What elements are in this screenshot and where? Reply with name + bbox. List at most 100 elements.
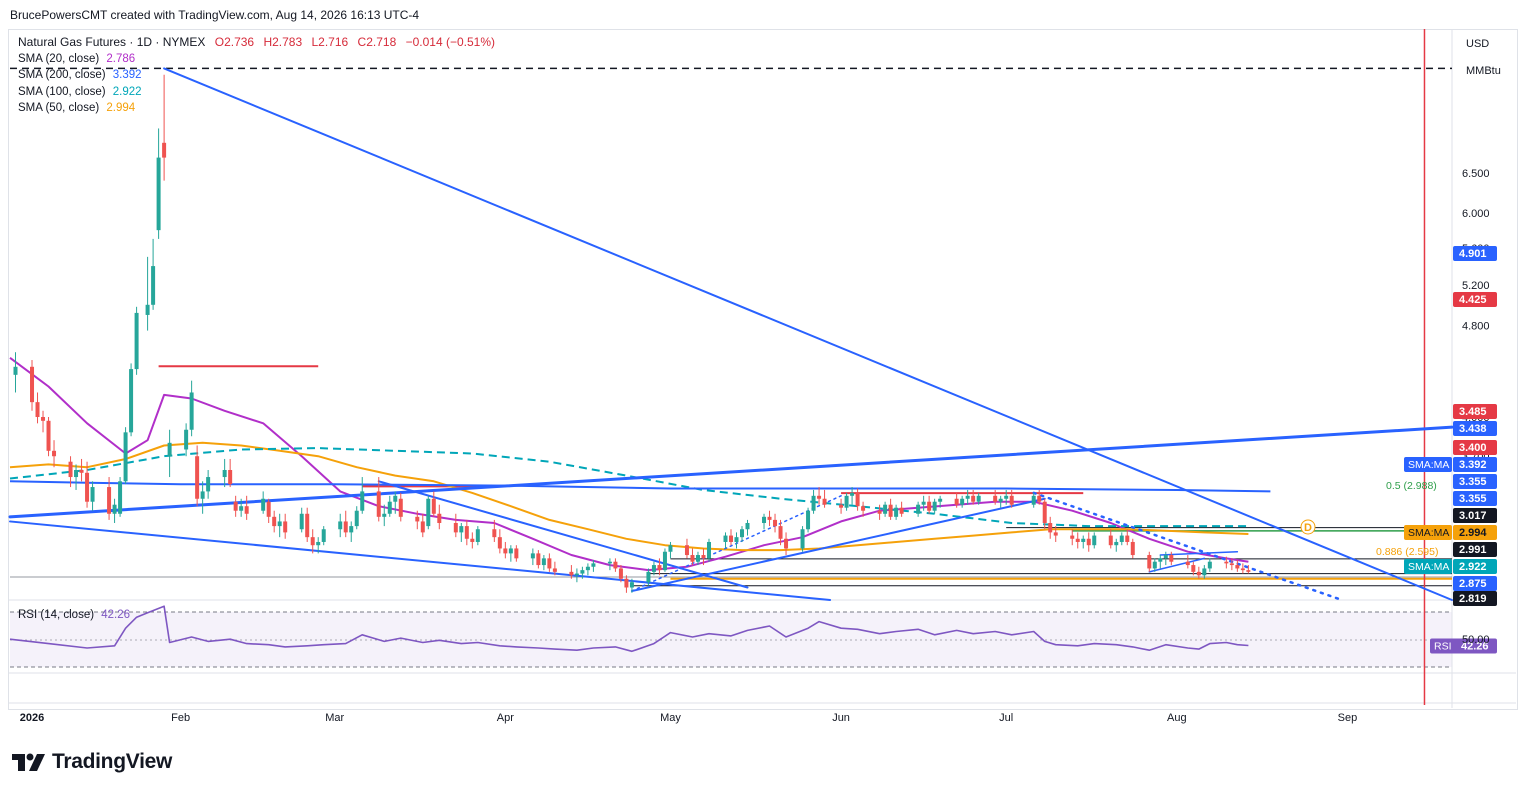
candle[interactable] [624, 575, 629, 593]
candle[interactable] [883, 501, 888, 517]
candle[interactable] [927, 495, 932, 514]
candle[interactable] [1246, 565, 1251, 574]
candle[interactable] [695, 551, 700, 566]
candle[interactable] [1031, 492, 1036, 508]
candle[interactable] [1130, 538, 1135, 559]
candle[interactable] [1114, 538, 1119, 552]
candle[interactable] [1070, 529, 1075, 546]
candle[interactable] [1229, 558, 1234, 571]
candle[interactable] [971, 489, 976, 505]
candle[interactable] [233, 495, 238, 517]
candle[interactable] [800, 526, 805, 552]
candle[interactable] [1119, 532, 1124, 546]
candle[interactable] [151, 238, 156, 310]
candle[interactable] [266, 498, 271, 523]
candle[interactable] [277, 513, 282, 538]
candle[interactable] [1075, 532, 1080, 549]
candle[interactable] [1053, 526, 1058, 542]
candle[interactable] [1009, 489, 1014, 508]
candle[interactable] [321, 526, 326, 546]
candle[interactable] [107, 477, 112, 520]
candle[interactable] [778, 519, 783, 546]
candle[interactable] [916, 501, 921, 517]
candle[interactable] [954, 492, 959, 508]
candle[interactable] [960, 495, 965, 508]
candle[interactable] [90, 481, 95, 511]
indicator-legend-sma200[interactable]: SMA (200, close) 3.392 [18, 69, 142, 81]
candle[interactable] [1086, 532, 1091, 552]
candle[interactable] [784, 532, 789, 556]
candle[interactable] [497, 529, 502, 554]
candle[interactable] [387, 495, 392, 517]
candle[interactable] [684, 538, 689, 559]
candle[interactable] [976, 492, 981, 505]
candle[interactable] [382, 504, 387, 527]
candle[interactable] [1092, 532, 1097, 549]
candle[interactable] [239, 498, 244, 517]
candle[interactable] [338, 513, 343, 538]
candle[interactable] [261, 491, 266, 514]
candle[interactable] [1004, 489, 1009, 505]
candle[interactable] [470, 532, 475, 549]
candle[interactable] [861, 501, 866, 517]
candle[interactable] [877, 504, 882, 520]
candle[interactable] [85, 461, 90, 508]
candle[interactable] [580, 566, 585, 579]
candle[interactable] [79, 458, 84, 482]
candle[interactable] [475, 526, 480, 546]
candle[interactable] [701, 548, 706, 566]
candle[interactable] [706, 538, 711, 562]
candle[interactable] [668, 541, 673, 559]
candle[interactable] [613, 558, 618, 572]
candle[interactable] [839, 498, 844, 514]
candle[interactable] [145, 256, 150, 331]
candle[interactable] [1202, 565, 1207, 579]
candle[interactable] [283, 513, 288, 539]
candle[interactable] [464, 519, 469, 546]
candle[interactable] [1042, 498, 1047, 530]
candle[interactable] [723, 532, 728, 549]
candle[interactable] [459, 522, 464, 542]
candle[interactable] [591, 560, 596, 572]
candle[interactable] [888, 498, 893, 520]
candle[interactable] [1108, 529, 1113, 549]
candle[interactable] [453, 513, 458, 538]
candle[interactable] [690, 548, 695, 566]
candle[interactable] [811, 489, 816, 514]
candle[interactable] [156, 128, 161, 239]
candle[interactable] [1224, 556, 1229, 569]
candle[interactable] [1037, 489, 1042, 505]
unit-label[interactable]: MMBtu [1466, 65, 1501, 77]
candle[interactable] [349, 521, 354, 542]
candle[interactable] [299, 507, 304, 533]
candle[interactable] [965, 489, 970, 505]
candle[interactable] [437, 504, 442, 530]
candle[interactable] [420, 513, 425, 538]
candle[interactable] [552, 561, 557, 576]
candle[interactable] [123, 427, 128, 485]
candle[interactable] [112, 498, 117, 523]
candle[interactable] [426, 495, 431, 530]
candle[interactable] [569, 565, 574, 579]
candle[interactable] [729, 529, 733, 546]
candle[interactable] [1125, 529, 1130, 546]
candle[interactable] [376, 477, 381, 522]
candle[interactable] [1152, 558, 1157, 572]
candle[interactable] [1235, 560, 1240, 572]
candle[interactable] [200, 481, 205, 514]
candle[interactable] [74, 464, 79, 490]
candle[interactable] [398, 492, 403, 522]
candle[interactable] [855, 488, 860, 511]
candle[interactable] [415, 510, 420, 530]
candle[interactable] [167, 429, 172, 478]
candle[interactable] [921, 495, 926, 511]
currency-label[interactable]: USD [1466, 38, 1490, 50]
candle[interactable] [536, 550, 541, 569]
candle[interactable] [629, 578, 634, 593]
candle[interactable] [817, 487, 822, 505]
candle[interactable] [206, 470, 211, 499]
candle[interactable] [844, 492, 849, 511]
candle[interactable] [508, 545, 513, 562]
candle[interactable] [607, 558, 612, 571]
